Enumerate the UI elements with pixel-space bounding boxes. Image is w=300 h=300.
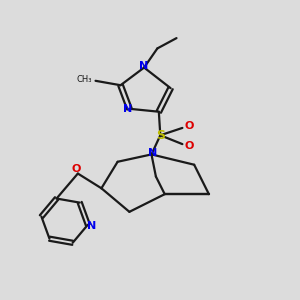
Text: O: O [72,164,81,174]
Text: O: O [184,141,194,151]
Text: N: N [140,61,149,71]
Text: N: N [87,221,96,231]
Text: N: N [123,104,133,114]
Text: O: O [184,122,194,131]
Text: CH₃: CH₃ [76,74,92,83]
Text: S: S [156,129,165,142]
Text: N: N [148,148,158,158]
